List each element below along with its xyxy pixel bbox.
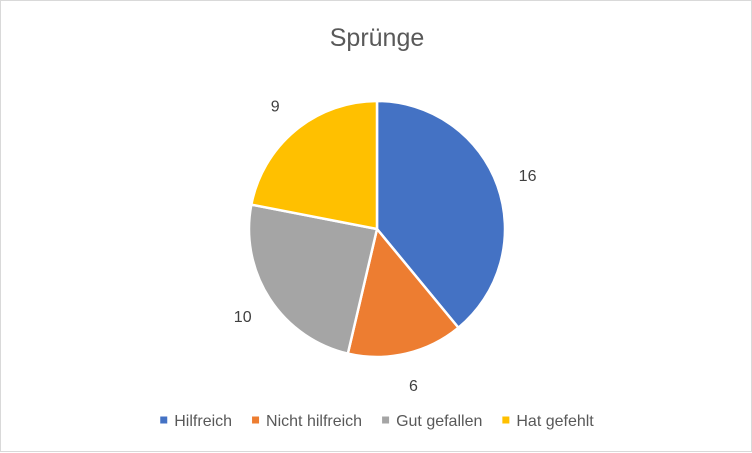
pie-slices (247, 99, 507, 359)
legend-swatch-hat-gefehlt (502, 416, 510, 424)
data-label-gut-gefallen: 10 (234, 309, 252, 326)
chart-title: Sprünge (330, 24, 425, 52)
legend-label-hat-gefehlt: Hat gefehlt (516, 413, 594, 430)
legend-swatch-gut-gefallen (382, 416, 390, 424)
pie-slice-gut-gefallen (247, 203, 379, 355)
legend-label-nicht-hilfreich: Nicht hilfreich (266, 413, 362, 430)
legend-label-hilfreich: Hilfreich (174, 413, 232, 430)
legend-label-gut-gefallen: Gut gefallen (396, 413, 482, 430)
legend-swatch-nicht-hilfreich (252, 416, 260, 424)
data-label-hilfreich: 16 (519, 168, 537, 185)
pie-slice-nicht-hilfreich (346, 227, 460, 359)
legend: Hilfreich Nicht hilfreich Gut gefallen Hat … (160, 413, 594, 430)
data-label-nicht-hilfreich: 6 (409, 378, 418, 395)
data-label-hat-gefehlt: 9 (271, 99, 280, 116)
legend-swatch-hilfreich (160, 416, 168, 424)
pie-slice-hat-gefehlt (250, 99, 379, 231)
data-labels: 16 6 10 9 (234, 99, 537, 395)
pie-slice-hilfreich (375, 99, 507, 330)
